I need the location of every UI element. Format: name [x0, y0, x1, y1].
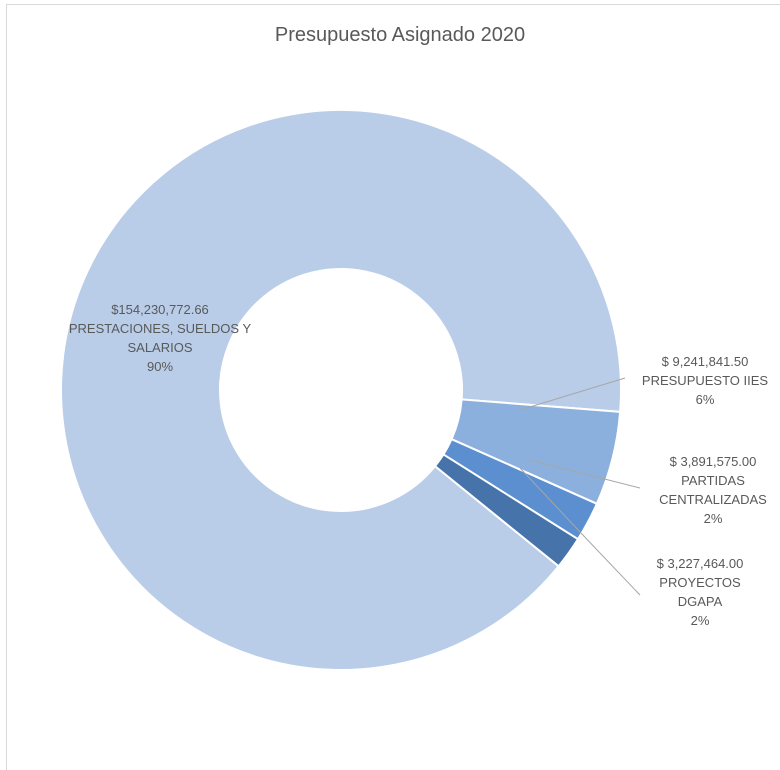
data-label: $154,230,772.66 PRESTACIONES, SUELDOS Y S… [60, 300, 260, 376]
category-label: PROYECTOS DGAPA [659, 575, 741, 609]
chart-title: Presupuesto Asignado 2020 [274, 24, 526, 46]
category-label: PRESUPUESTO IIES [641, 373, 769, 388]
percent-label: 6% [695, 392, 715, 407]
category-label: PARTIDAS CENTRALIZADAS [659, 473, 767, 507]
leader-line [519, 467, 641, 596]
percent-label: 2% [690, 613, 710, 628]
percent-label: 90% [146, 359, 174, 374]
value-label: $ 3,227,464.00 [656, 556, 744, 571]
value-label: $ 3,891,575.00 [669, 454, 757, 469]
leader-line [529, 459, 641, 489]
value-label: $154,230,772.66 [111, 302, 209, 317]
data-label: $ 3,227,464.00 PROYECTOS DGAPA 2% [650, 554, 750, 630]
chart-border [6, 4, 780, 770]
slice [60, 109, 622, 672]
leader-line [519, 377, 626, 411]
percent-label: 2% [703, 511, 723, 526]
value-label: $ 9,241,841.50 [661, 354, 749, 369]
category-label: PRESTACIONES, SUELDOS Y SALARIOS [68, 321, 252, 355]
data-label: $ 9,241,841.50 PRESUPUESTO IIES 6% [620, 352, 780, 409]
slice [433, 453, 580, 568]
data-label: $ 3,891,575.00 PARTIDAS CENTRALIZADAS 2% [650, 452, 776, 528]
